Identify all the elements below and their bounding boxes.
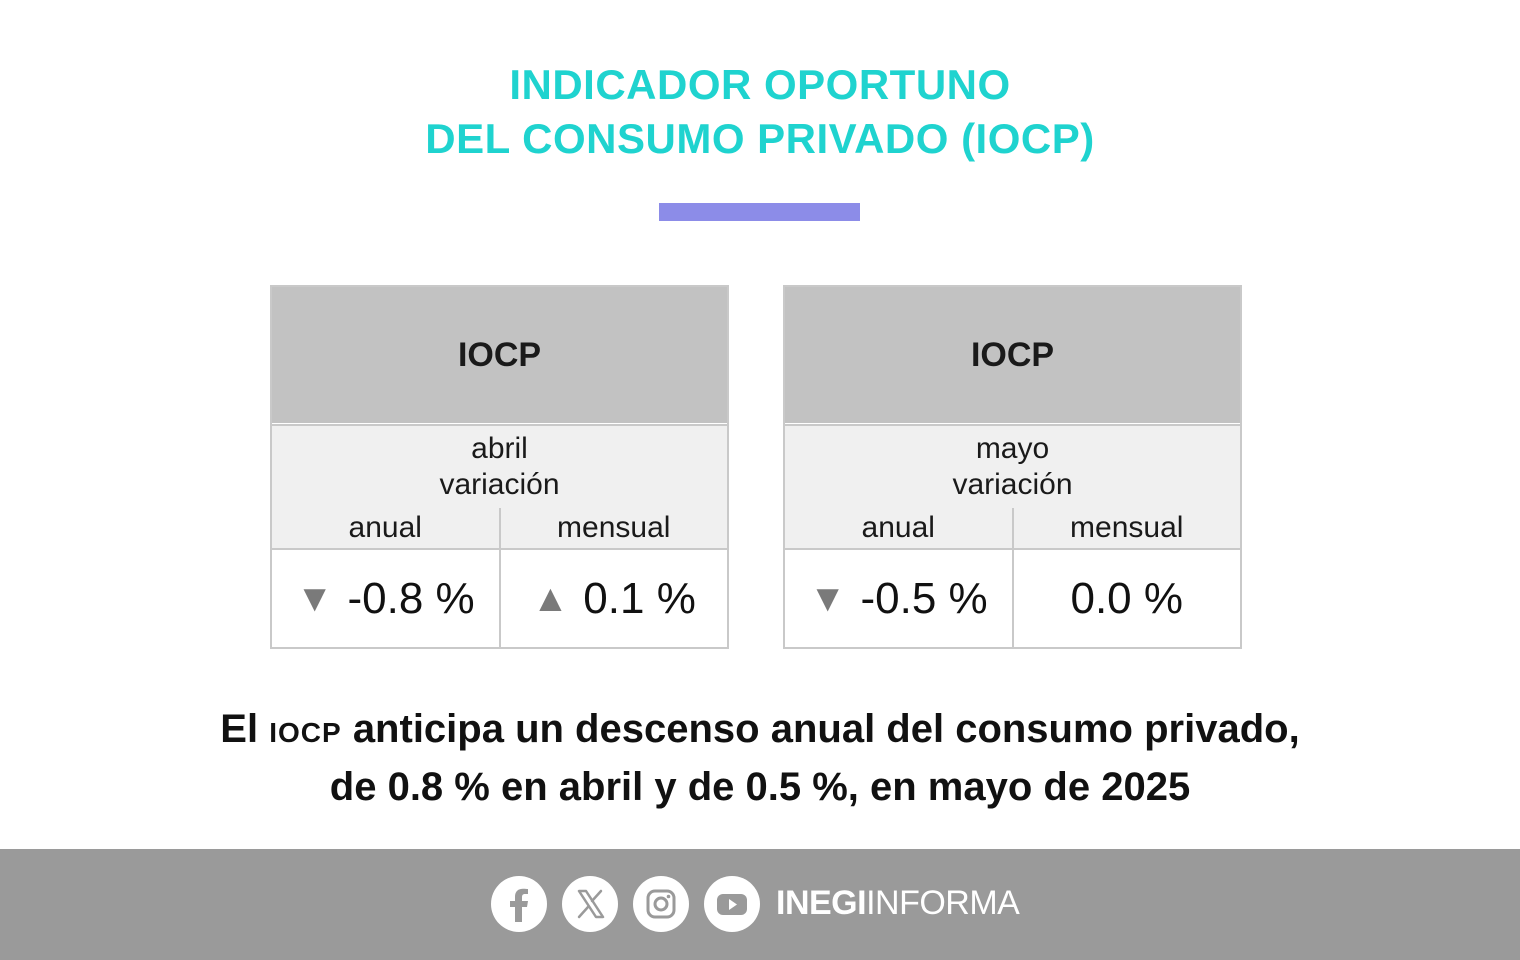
brand-regular: INFORMA: [866, 884, 1020, 922]
card-variation-label: variación: [439, 468, 560, 501]
annual-value-cell: ▼ -0.8 %: [272, 550, 501, 647]
down-arrow-icon: ▼: [295, 577, 334, 620]
card-month: mayo: [975, 432, 1050, 465]
up-arrow-icon: ▲: [531, 577, 570, 620]
annual-value: -0.8 %: [347, 573, 475, 623]
card-variation-label: variación: [952, 468, 1073, 501]
accent-bar: [659, 203, 860, 221]
headline-line1-rest: anticipa un descenso anual del consumo p…: [352, 707, 1300, 751]
headline: El IOCP anticipa un descenso anual del c…: [0, 702, 1520, 814]
card-column-headers: anual mensual: [272, 508, 727, 550]
card-column-headers: anual mensual: [785, 508, 1240, 550]
iocp-card-april: IOCP abril variación anual mensual ▼ -0.…: [270, 285, 729, 649]
brand-wordmark: INEGIINFORMA: [776, 884, 1020, 923]
footer-bar: [0, 849, 1520, 960]
headline-line-1: El IOCP anticipa un descenso anual del c…: [0, 702, 1520, 760]
column-annual: anual: [785, 508, 1014, 548]
column-annual: anual: [272, 508, 501, 548]
card-period: mayo variación: [785, 424, 1240, 510]
card-values: ▼ -0.5 % 0.0 %: [785, 550, 1240, 647]
title-line-1: INDICADOR OPORTUNO: [509, 61, 1011, 108]
monthly-value: 0.0 %: [1070, 573, 1183, 623]
card-header: IOCP: [785, 287, 1240, 423]
down-arrow-icon: ▼: [808, 577, 847, 620]
headline-acronym: IOCP: [269, 717, 342, 748]
annual-value: -0.5 %: [860, 573, 988, 623]
card-header: IOCP: [272, 287, 727, 423]
card-values: ▼ -0.8 % ▲ 0.1 %: [272, 550, 727, 647]
annual-value-cell: ▼ -0.5 %: [785, 550, 1014, 647]
instagram-icon[interactable]: [633, 876, 689, 932]
iocp-card-may: IOCP mayo variación anual mensual ▼ -0.5…: [783, 285, 1242, 649]
brand-bold: INEGI: [776, 884, 867, 922]
card-period: abril variación: [272, 424, 727, 510]
headline-prefix: El: [220, 707, 259, 751]
monthly-value-cell: 0.0 %: [1014, 550, 1241, 647]
facebook-icon[interactable]: [491, 876, 547, 932]
monthly-value: 0.1 %: [583, 573, 696, 623]
column-monthly: mensual: [557, 511, 671, 544]
headline-line-2: de 0.8 % en abril y de 0.5 %, en mayo de…: [329, 765, 1191, 809]
card-month: abril: [471, 432, 528, 465]
title-line-2: DEL CONSUMO PRIVADO (IOCP): [425, 115, 1095, 162]
monthly-value-cell: ▲ 0.1 %: [501, 550, 728, 647]
page-title: INDICADOR OPORTUNO DEL CONSUMO PRIVADO (…: [0, 58, 1520, 166]
x-icon[interactable]: [562, 876, 618, 932]
youtube-icon[interactable]: [704, 876, 760, 932]
column-monthly: mensual: [1070, 511, 1184, 544]
